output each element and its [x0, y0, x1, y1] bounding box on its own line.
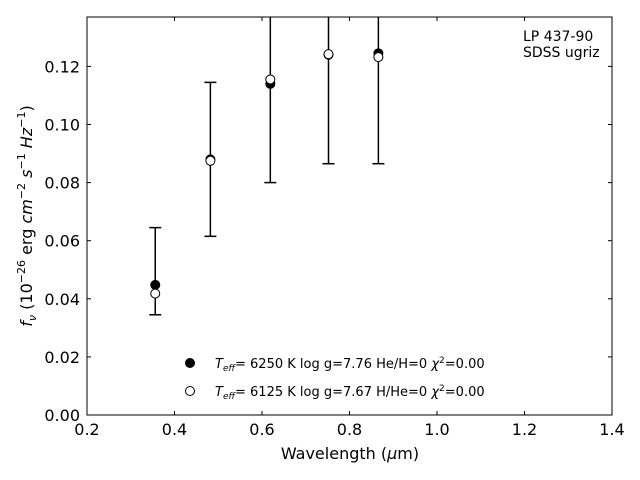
data-point-open [265, 74, 276, 85]
x-tick-label: 1.0 [424, 420, 449, 439]
y-tick-label: 0.08 [44, 174, 80, 193]
x-tick-label: 0.2 [74, 420, 99, 439]
legend: Teff= 6250 K log g=7.76 He/H=0 χ2=0.00 T… [185, 356, 485, 402]
legend-label-1: Teff= 6250 K log g=7.76 He/H=0 χ2=0.00 [215, 356, 485, 374]
points-layer [150, 48, 384, 299]
y-tick-label: 0.12 [44, 57, 80, 76]
y-axis-title: fν (10−26 erg cm−2 s−1 Hz−1) [15, 105, 39, 326]
x-tick-label: 1.2 [512, 420, 537, 439]
legend-label-2: Teff= 6125 K log g=7.67 H/He=0 χ2=0.00 [215, 384, 485, 402]
y-tick-label: 0.04 [44, 290, 80, 309]
x-tick-label: 1.4 [599, 420, 624, 439]
x-axis-title: Wavelength (μm) [281, 444, 419, 463]
plot-frame [86, 16, 613, 416]
data-point-open [323, 49, 334, 60]
ticks-layer: 0.2 0.4 0.6 0.8 1.0 1.2 1.4 0.00 0.02 0.04 0.06 0.0… [44, 17, 625, 439]
legend-marker-open [185, 386, 195, 396]
annotation-star-name: LP 437-90 [523, 29, 593, 45]
data-point-open [150, 288, 161, 299]
y-tick-label: 0.06 [44, 232, 80, 251]
y-tick-label: 0.10 [44, 115, 80, 134]
legend-entry-1: Teff= 6250 K log g=7.76 He/H=0 χ2=0.00 [185, 356, 485, 374]
y-tick-label: 0.00 [44, 406, 80, 425]
y-tick-label: 0.02 [44, 348, 80, 367]
legend-marker-filled [185, 358, 195, 368]
data-point-filled [150, 279, 161, 290]
x-tick-label: 0.8 [337, 420, 362, 439]
legend-entry-2: Teff= 6125 K log g=7.67 H/He=0 χ2=0.00 [185, 384, 485, 402]
annotation-filter-set: SDSS ugriz [523, 45, 600, 61]
data-point-open [205, 155, 216, 166]
x-tick-label: 0.4 [162, 420, 187, 439]
data-point-open [373, 52, 384, 63]
x-tick-label: 0.6 [249, 420, 274, 439]
